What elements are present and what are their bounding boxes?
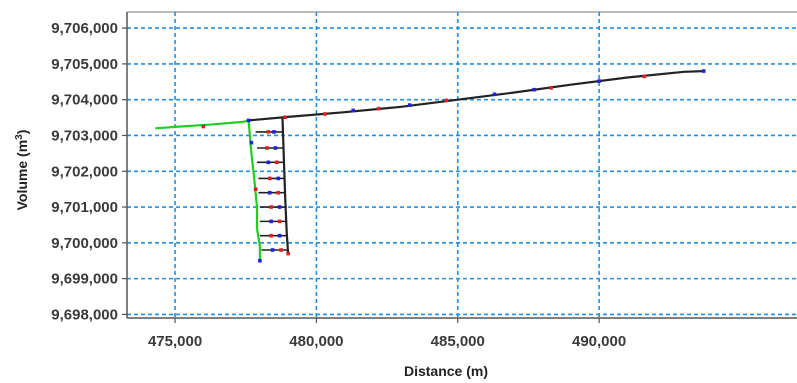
y-tick-label: 9,701,000	[51, 199, 118, 216]
grid-lines	[127, 12, 797, 318]
marker-red	[269, 205, 273, 209]
marker-blue	[249, 140, 254, 145]
x-tick-label: 485,000	[431, 333, 485, 350]
x-tick-label: 480,000	[289, 333, 343, 350]
marker-red	[444, 98, 449, 103]
marker-blue	[701, 69, 706, 73]
series-line	[155, 119, 249, 130]
marker-red	[286, 251, 290, 256]
marker-red	[279, 248, 283, 252]
marker-blue	[272, 130, 276, 134]
marker-red	[269, 233, 273, 238]
marker-red	[276, 190, 281, 195]
marker-blue	[273, 146, 278, 150]
y-tick-label: 9,699,000	[51, 271, 118, 288]
marker-red	[266, 130, 271, 134]
y-axis-title-close: )	[14, 130, 30, 135]
marker-blue	[532, 87, 536, 92]
marker-red	[275, 160, 279, 165]
series-line	[247, 120, 261, 261]
marker-blue	[269, 219, 273, 224]
marker-blue	[267, 190, 272, 195]
marker-blue	[351, 108, 355, 113]
marker-blue	[276, 176, 281, 181]
marker-blue	[277, 233, 282, 238]
marker-blue	[246, 118, 251, 123]
series-line	[248, 70, 704, 122]
data-markers	[201, 69, 706, 263]
tick-labels: 9,698,000 9,699,000 9,700,000 9,701,000 9,70…	[51, 20, 626, 350]
marker-red	[323, 112, 327, 116]
y-axis-title: Volume (m3)	[14, 130, 30, 211]
axes	[122, 11, 797, 323]
x-tick-label: 490,000	[572, 333, 626, 350]
marker-blue	[270, 248, 275, 252]
marker-red	[267, 176, 272, 181]
marker-red	[265, 146, 269, 150]
marker-red	[549, 86, 553, 90]
marker-blue	[492, 92, 497, 97]
y-tick-label: 9,702,000	[51, 163, 118, 180]
marker-red	[253, 187, 258, 191]
y-tick-label: 9,700,000	[51, 235, 118, 252]
marker-red	[277, 219, 282, 224]
y-axis-title-superscript: 3	[14, 134, 25, 140]
x-tick-label: 475,000	[148, 333, 202, 350]
marker-red	[201, 124, 206, 129]
x-axis-title: Distance (m)	[404, 363, 488, 379]
series-lines	[155, 70, 704, 261]
marker-red	[283, 115, 288, 120]
marker-blue	[597, 79, 601, 83]
marker-blue	[266, 160, 271, 165]
marker-blue	[407, 103, 412, 107]
marker-blue	[258, 258, 262, 263]
y-tick-label: 9,704,000	[51, 92, 118, 109]
marker-blue	[277, 205, 282, 209]
y-tick-label: 9,703,000	[51, 127, 118, 144]
marker-red	[642, 74, 647, 79]
y-tick-label: 9,706,000	[51, 20, 118, 37]
y-axis-title-main: Volume (m	[14, 140, 30, 211]
marker-red	[376, 106, 381, 111]
y-tick-label: 9,698,000	[51, 306, 118, 323]
series-line	[281, 117, 290, 254]
y-tick-label: 9,705,000	[51, 56, 118, 73]
